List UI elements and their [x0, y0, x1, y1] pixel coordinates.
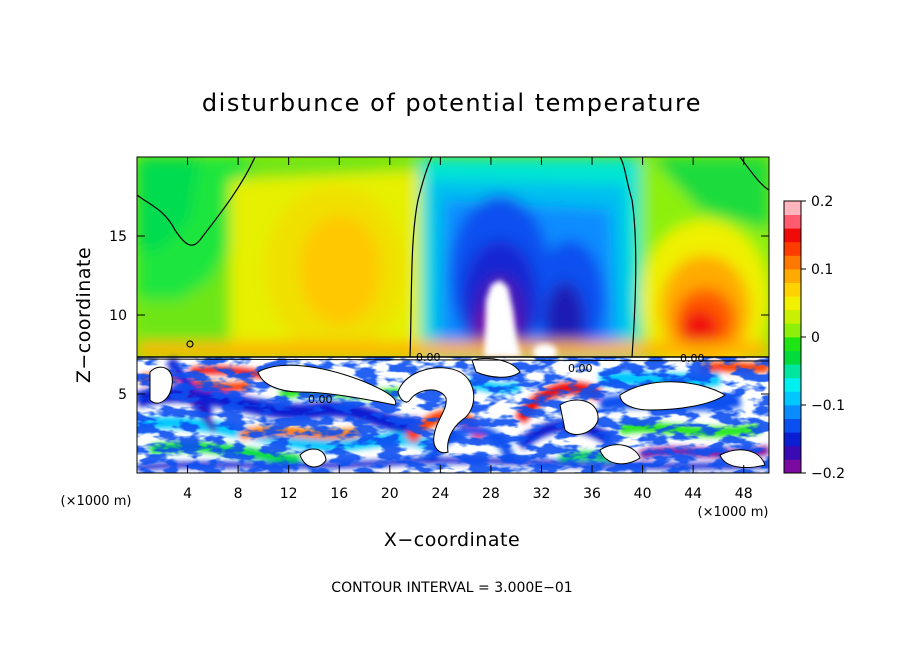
- x-tick-label: 32: [533, 486, 551, 502]
- x-tick-label: 40: [634, 486, 652, 502]
- contour-labels: 0.00 0.00 0.00 0.00: [308, 351, 705, 406]
- colorbar-swatch: [784, 432, 801, 447]
- x-tick-label: 4: [183, 486, 192, 502]
- colorbar-swatch: [784, 323, 801, 338]
- colorbar-swatch: [784, 337, 801, 351]
- x-tick-label: 20: [381, 486, 399, 502]
- colorbar-swatch: [784, 405, 801, 419]
- colorbar-swatch: [784, 418, 801, 433]
- x-tick-label: 8: [234, 486, 243, 502]
- colorbar-swatch: [784, 364, 801, 379]
- y-axis-label: Z−coordinate: [73, 247, 95, 383]
- x-unit-label: (×1000 m): [698, 505, 769, 520]
- colorbar-swatch: [784, 269, 801, 283]
- x-tick-label: 36: [583, 486, 601, 502]
- colorbar-swatch: [784, 228, 801, 243]
- colorbar-swatch: [784, 201, 801, 215]
- contour-interval-note: CONTOUR INTERVAL = 3.000E−01: [331, 580, 572, 596]
- x-tick-label: 24: [431, 486, 449, 502]
- colorbar-swatch: [784, 391, 801, 406]
- colorbar-swatch: [784, 350, 801, 365]
- cold-core: [484, 280, 521, 357]
- contour-label: 0.00: [680, 352, 705, 365]
- colorbar-swatch: [784, 296, 801, 311]
- colorbar-swatch: [784, 459, 801, 474]
- y-unit-label: (×1000 m): [61, 494, 132, 509]
- plot-area: 0.00 0.00 0.00 0.00: [137, 157, 769, 473]
- y-tick-label: 10: [109, 308, 127, 324]
- x-axis: 4 8 12 16 20 24 28 32 36 40 44 48: [183, 157, 753, 502]
- x-tick-label: 28: [482, 486, 500, 502]
- colorbar-swatch: [784, 214, 801, 229]
- colorbar-swatch: [784, 241, 801, 256]
- colorbar-tick-label: 0.1: [811, 262, 833, 278]
- contour-lines: [137, 157, 769, 362]
- contour-label: 0.00: [568, 362, 593, 375]
- colorbar-swatch: [784, 255, 801, 270]
- colorbar-tick-label: −0.1: [811, 398, 845, 414]
- colorbar-swatch: [784, 309, 801, 324]
- x-tick-label: 44: [684, 486, 702, 502]
- colorbar-tick-label: −0.2: [811, 466, 845, 482]
- x-tick-label: 12: [280, 486, 298, 502]
- colorbar: 0.2 0.1 0 −0.1 −0.2: [783, 194, 845, 482]
- colorbar-swatch: [784, 282, 801, 297]
- eddy: [397, 367, 475, 454]
- y-axis: 5 10 15: [109, 229, 769, 403]
- x-axis-label: X−coordinate: [384, 529, 520, 551]
- colorbar-swatch: [784, 377, 801, 392]
- colorbar-swatch: [784, 445, 801, 460]
- y-tick-label: 15: [109, 229, 127, 245]
- colorbar-tick-label: 0.2: [811, 194, 833, 210]
- chart-title: disturbunce of potential temperature: [202, 89, 702, 117]
- colorbar-tick-label: 0: [811, 330, 820, 346]
- contour-label: 0.00: [416, 351, 441, 364]
- contour-label: 0.00: [308, 393, 333, 406]
- x-tick-label: 48: [735, 486, 753, 502]
- turbulent-layer: [137, 357, 769, 473]
- upper-field: [137, 157, 769, 380]
- y-tick-label: 5: [118, 387, 127, 403]
- x-tick-label: 16: [330, 486, 348, 502]
